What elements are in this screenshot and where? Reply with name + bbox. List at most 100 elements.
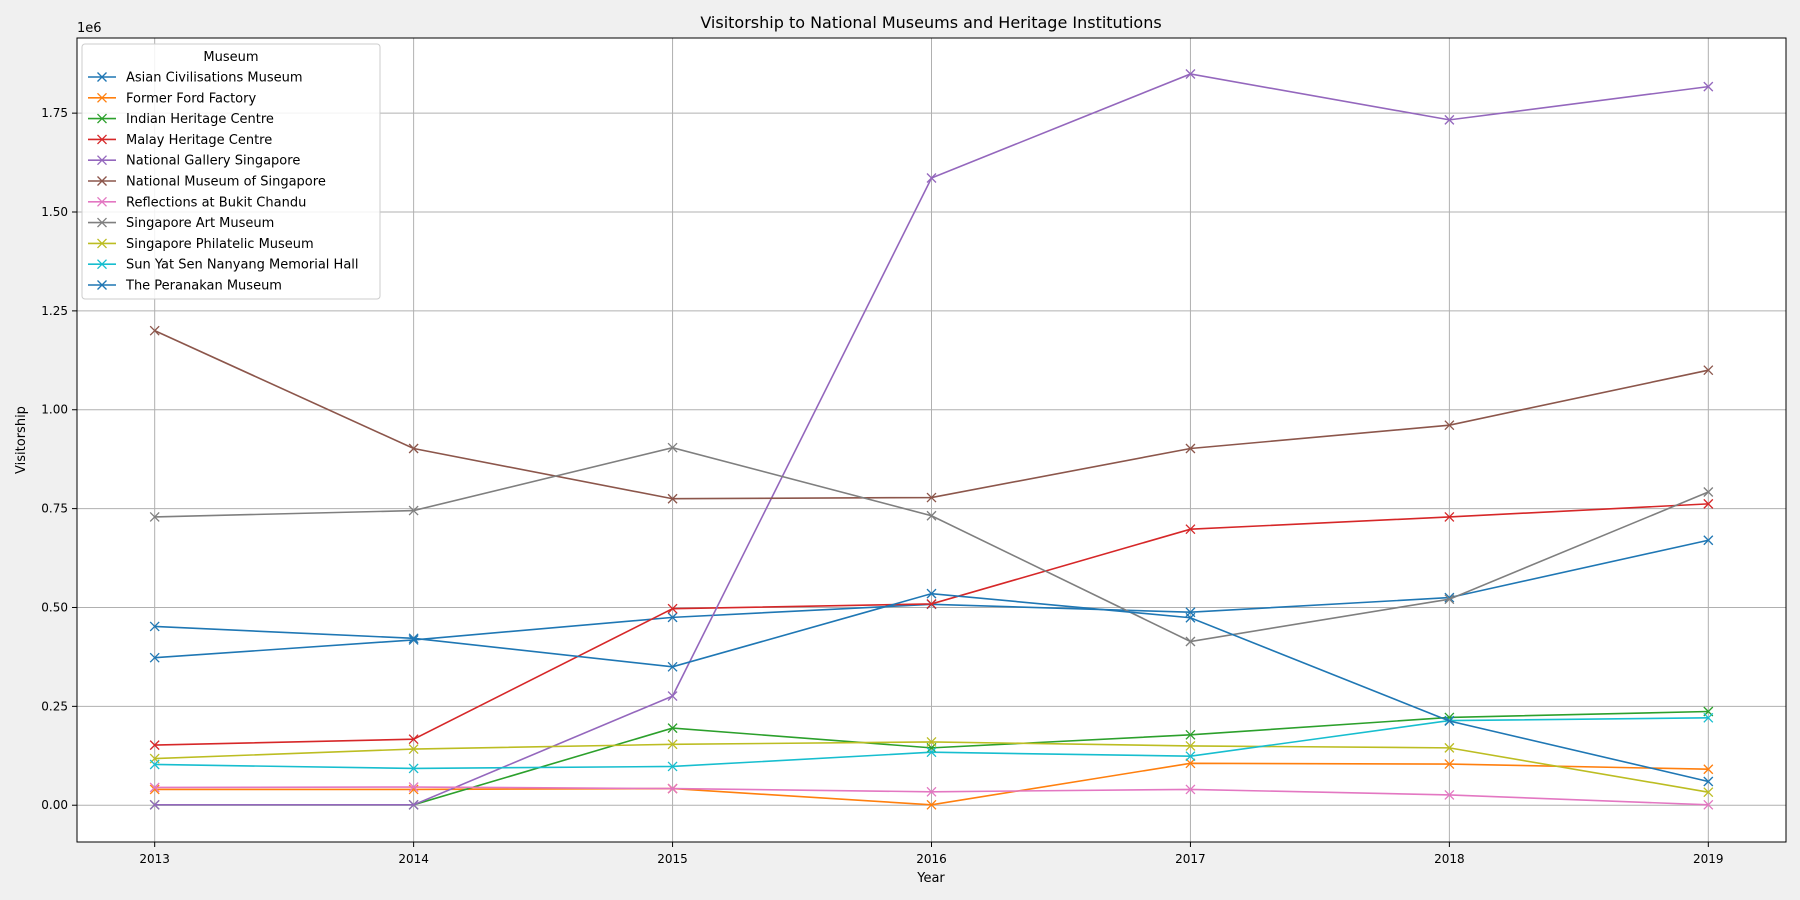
- data-point: [1185, 784, 1196, 795]
- data-point: [1185, 69, 1196, 79]
- marker-stroke: [667, 739, 678, 750]
- marker-stroke: [667, 603, 678, 614]
- data-point: [149, 784, 160, 795]
- data-point: [408, 443, 419, 454]
- legend-label: Singapore Art Museum: [126, 216, 274, 231]
- data-point: [149, 325, 160, 336]
- marker-stroke: [408, 744, 419, 755]
- legend: Museum Asian Civilisations Museum Former …: [81, 43, 381, 300]
- series-9: [149, 736, 1714, 798]
- data-point: [667, 661, 678, 672]
- legend-marker-stroke: [97, 72, 107, 82]
- marker-stroke: [926, 598, 937, 609]
- data-point: [1185, 636, 1196, 647]
- legend-marker-stroke: [97, 134, 107, 145]
- data-point: [149, 759, 160, 770]
- marker-stroke: [149, 782, 160, 793]
- y-axis-label: Visitorship: [14, 406, 29, 474]
- data-point: [1444, 716, 1455, 726]
- legend-label: National Gallery Singapore: [126, 154, 300, 169]
- marker-stroke: [1444, 420, 1455, 431]
- legend-entry: National Museum of Singapore: [88, 175, 326, 190]
- legend-entry: Former Ford Factory: [88, 91, 256, 106]
- x-axis-ticks: 2013 2014 2015 2016 2017 2018 2019: [139, 842, 1724, 866]
- data-point: [1185, 758, 1196, 769]
- data-point: [149, 799, 160, 810]
- legend-title: Museum: [203, 50, 258, 65]
- legend-label: National Museum of Singapore: [126, 175, 326, 190]
- series-8: [149, 442, 1714, 647]
- data-point: [667, 723, 678, 734]
- data-point: [1185, 740, 1196, 751]
- marker-stroke: [667, 661, 678, 672]
- y-axis-offset-label: 1e6: [77, 21, 102, 36]
- marker-stroke: [926, 747, 937, 758]
- data-point: [149, 782, 160, 793]
- marker-stroke: [1185, 784, 1196, 795]
- marker-stroke: [926, 588, 937, 599]
- legend-entry: Reflections at Bukit Chandu: [88, 195, 306, 210]
- marker-stroke: [1185, 751, 1196, 762]
- marker-stroke: [1185, 636, 1196, 647]
- marker-stroke: [1703, 799, 1714, 810]
- marker-stroke: [149, 511, 160, 522]
- data-point: [1703, 81, 1714, 92]
- data-point: [1444, 114, 1455, 125]
- legend-box: [81, 43, 381, 300]
- chart-title: Visitorship to National Museums and Heri…: [700, 13, 1161, 32]
- data-point: [667, 603, 678, 614]
- marker-stroke: [1703, 787, 1714, 798]
- marker-stroke: [408, 782, 419, 792]
- x-tick-label: 2016: [916, 852, 947, 866]
- marker-stroke: [1185, 612, 1196, 623]
- data-point: [149, 621, 160, 632]
- data-point: [1444, 789, 1455, 800]
- legend-marker-stroke: [97, 259, 107, 270]
- legend-label: Indian Heritage Centre: [126, 112, 274, 127]
- data-point: [408, 734, 419, 745]
- data-point: [408, 634, 419, 645]
- marker-stroke: [667, 723, 678, 734]
- marker-stroke: [1703, 776, 1714, 787]
- data-point: [667, 493, 678, 504]
- marker-stroke: [667, 612, 678, 623]
- marker-stroke: [408, 443, 419, 454]
- legend-marker-stroke: [97, 238, 107, 249]
- data-point: [926, 173, 937, 183]
- legend-entry: Singapore Philatelic Museum: [88, 237, 314, 252]
- data-point: [667, 761, 678, 772]
- series-4: [149, 498, 1714, 751]
- marker-stroke: [408, 799, 419, 810]
- data-point: [1703, 712, 1714, 723]
- legend-marker-stroke: [97, 176, 107, 186]
- marker-stroke: [149, 740, 160, 751]
- series-7: [149, 782, 1714, 810]
- data-point: [667, 783, 678, 794]
- marker-stroke: [1703, 535, 1714, 546]
- data-point: [149, 740, 160, 751]
- data-point: [1185, 443, 1196, 454]
- marker-stroke: [1444, 759, 1455, 770]
- marker-stroke: [1185, 524, 1196, 535]
- data-point: [1185, 524, 1196, 535]
- legend-entry: Malay Heritage Centre: [88, 133, 272, 148]
- data-point: [1703, 535, 1714, 546]
- marker-stroke: [1444, 789, 1455, 800]
- marker-stroke: [1444, 742, 1455, 753]
- data-point: [1703, 365, 1714, 376]
- x-tick-label: 2014: [398, 852, 429, 866]
- legend-entry: The Peranakan Museum: [88, 279, 282, 294]
- series-5: [149, 69, 1714, 810]
- marker-stroke: [1703, 712, 1714, 723]
- marker-stroke: [926, 173, 937, 183]
- y-axis-ticks: 0.00 0.25 0.50 0.75 1.00 1.25 1.50 1.75: [41, 106, 77, 812]
- data-point: [1444, 759, 1455, 770]
- marker-stroke: [408, 763, 419, 774]
- marker-stroke: [667, 493, 678, 504]
- data-point: [667, 442, 678, 453]
- legend-label: Reflections at Bukit Chandu: [126, 195, 306, 210]
- y-tick-label: 0.25: [41, 699, 68, 713]
- data-point: [408, 505, 419, 516]
- y-tick-label: 1.00: [41, 403, 68, 417]
- marker-stroke: [1703, 487, 1714, 497]
